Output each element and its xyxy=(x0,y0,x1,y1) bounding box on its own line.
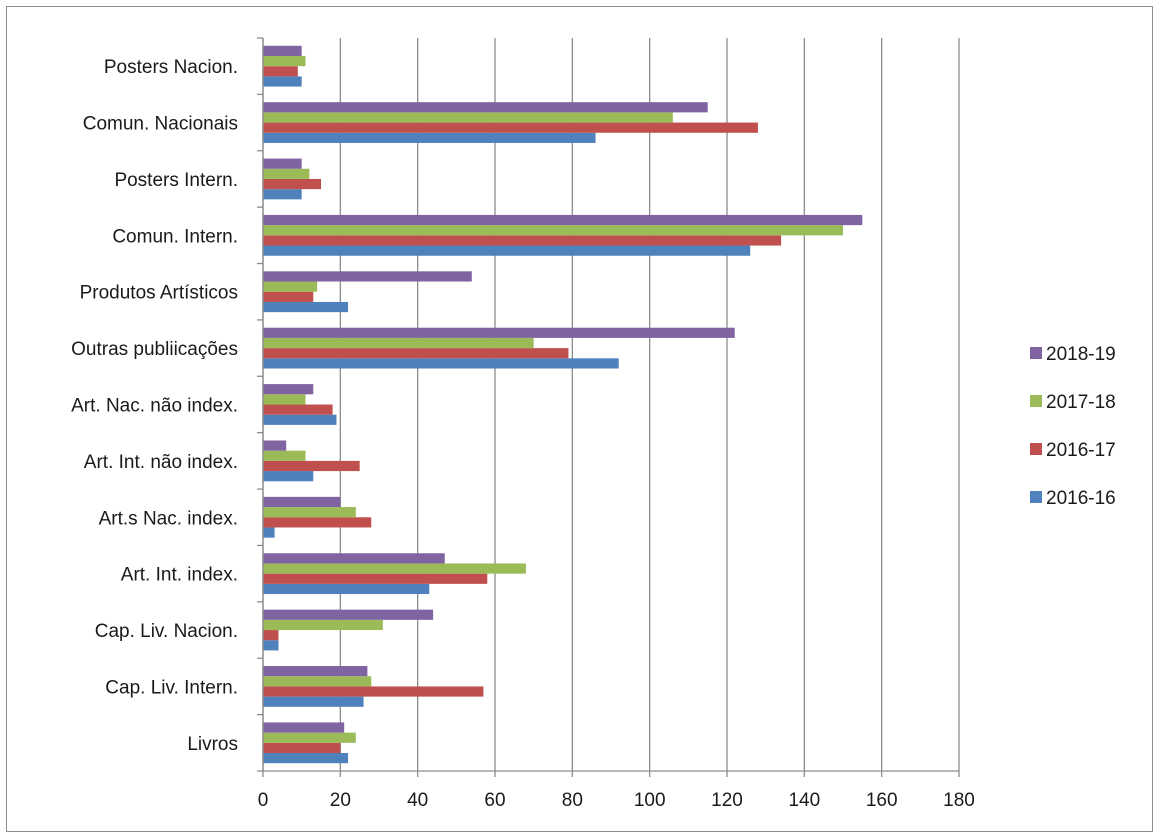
bar-2016-16-0 xyxy=(263,753,349,764)
legend-label-2016-16: 2016-16 xyxy=(1046,488,1116,509)
x-tick-label: 120 xyxy=(711,790,743,811)
category-label: Cap. Liv. Nacion. xyxy=(95,621,238,642)
bar-2016-17-0 xyxy=(263,742,341,754)
bar-2016-16-12 xyxy=(263,76,302,87)
legend-swatch-2017-18 xyxy=(1030,395,1042,407)
bar-2016-17-6 xyxy=(263,404,333,415)
bar-2018-19-8 xyxy=(263,271,472,282)
bar-2016-17-4 xyxy=(263,517,372,528)
bar-2018-19-3 xyxy=(263,553,445,564)
bar-2018-19-12 xyxy=(263,45,302,56)
bar-2017-18-11 xyxy=(263,112,673,123)
bar-2018-19-11 xyxy=(263,102,708,113)
x-tick-label: 60 xyxy=(484,790,505,811)
bar-2016-16-9 xyxy=(263,245,751,256)
x-tick-label: 0 xyxy=(258,790,269,811)
bar-2016-16-4 xyxy=(263,527,275,538)
bar-2018-19-2 xyxy=(263,609,434,620)
bar-2016-17-11 xyxy=(263,122,758,133)
bar-2016-17-8 xyxy=(263,291,314,302)
bar-2017-18-5 xyxy=(263,450,306,461)
bar-2016-17-1 xyxy=(263,686,484,697)
category-label: Posters Intern. xyxy=(114,170,238,191)
bar-2016-16-11 xyxy=(263,132,596,143)
bar-2016-17-5 xyxy=(263,460,360,472)
bar-2018-19-5 xyxy=(263,440,287,451)
category-label: Livros xyxy=(187,734,238,755)
bar-2018-19-7 xyxy=(263,327,735,338)
bar-2016-17-10 xyxy=(263,178,321,190)
bar-2016-16-6 xyxy=(263,414,337,425)
bar-2016-16-10 xyxy=(263,189,302,200)
legend-label-2017-18: 2017-18 xyxy=(1046,392,1116,413)
category-label: Cap. Liv. Intern. xyxy=(105,677,238,698)
chart-frame xyxy=(6,6,1153,832)
bar-2017-18-12 xyxy=(263,55,306,67)
legend-label-2016-17: 2016-17 xyxy=(1046,440,1116,461)
bar-2016-17-9 xyxy=(263,235,782,246)
bar-2017-18-10 xyxy=(263,168,310,179)
x-tick-label: 160 xyxy=(866,790,898,811)
legend-label-2018-19: 2018-19 xyxy=(1046,344,1116,365)
bar-2016-17-2 xyxy=(263,630,279,641)
category-label: Art.s Nac. index. xyxy=(99,508,238,529)
bar-2016-17-12 xyxy=(263,66,298,77)
legend-swatch-2018-19 xyxy=(1030,347,1042,359)
bar-2016-16-8 xyxy=(263,301,349,313)
bar-2018-19-4 xyxy=(263,496,341,508)
bar-2018-19-1 xyxy=(263,666,368,677)
bar-2017-18-0 xyxy=(263,732,356,743)
bar-2017-18-6 xyxy=(263,394,306,405)
category-label: Comun. Intern. xyxy=(112,226,238,247)
x-tick-label: 100 xyxy=(634,790,666,811)
category-label: Posters Nacion. xyxy=(104,57,238,78)
legend-swatch-2016-16 xyxy=(1030,491,1042,503)
bar-2017-18-8 xyxy=(263,281,318,292)
bar-2017-18-4 xyxy=(263,507,356,518)
bar-2016-16-5 xyxy=(263,471,314,482)
x-tick-label: 40 xyxy=(407,790,428,811)
bar-2017-18-1 xyxy=(263,676,372,687)
x-tick-label: 140 xyxy=(788,790,820,811)
category-label: Outras publiicações xyxy=(71,339,238,360)
bar-2017-18-9 xyxy=(263,225,843,236)
category-label: Art. Int. não index. xyxy=(84,452,238,473)
bar-2016-17-3 xyxy=(263,573,488,584)
bar-2016-16-1 xyxy=(263,696,364,707)
bar-2018-19-10 xyxy=(263,158,302,169)
bar-2018-19-0 xyxy=(263,722,345,733)
bar-2017-18-7 xyxy=(263,337,534,349)
bar-2016-16-2 xyxy=(263,640,279,651)
category-label: Comun. Nacionais xyxy=(83,114,238,135)
category-label: Produtos Artísticos xyxy=(80,283,238,304)
x-tick-label: 180 xyxy=(943,790,975,811)
bar-2016-16-3 xyxy=(263,583,430,595)
x-tick-label: 20 xyxy=(330,790,351,811)
category-label: Art. Nac. não index. xyxy=(71,396,238,417)
bar-2016-17-7 xyxy=(263,348,569,359)
bar-2017-18-2 xyxy=(263,619,383,631)
x-tick-label: 80 xyxy=(562,790,583,811)
bar-2018-19-6 xyxy=(263,384,314,395)
bar-2018-19-9 xyxy=(263,214,863,226)
category-label: Art. Int. index. xyxy=(121,565,238,586)
legend-swatch-2016-17 xyxy=(1030,443,1042,455)
bar-2017-18-3 xyxy=(263,563,526,574)
bar-2016-16-7 xyxy=(263,358,619,369)
